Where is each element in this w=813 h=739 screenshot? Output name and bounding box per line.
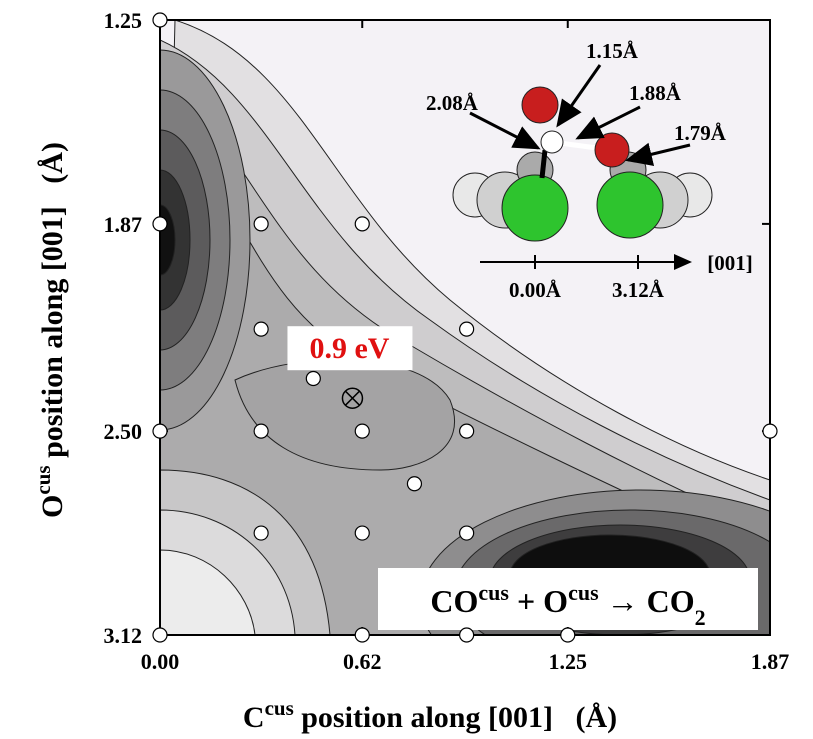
chart: 1.15Å 1.88Å 2.08Å 1.79Å [001] 0.00Å 3.12… xyxy=(0,0,813,739)
label-part: position along [001] (Å) xyxy=(294,701,617,734)
grid-point xyxy=(407,477,421,491)
x-tick-label: 1.87 xyxy=(751,649,790,674)
grid-point xyxy=(355,526,369,540)
label-part: cus xyxy=(31,465,55,494)
grid-point xyxy=(355,424,369,438)
grid-point xyxy=(254,322,268,336)
label-part: cus xyxy=(265,696,294,720)
label-part: CO xyxy=(430,583,478,619)
y-axis-label: Ocus position along [001] (Å) xyxy=(31,142,69,518)
x-tick-label: 0.00 xyxy=(141,649,180,674)
grid-point xyxy=(355,217,369,231)
label-part: → CO xyxy=(599,583,695,619)
grid-point xyxy=(460,322,474,336)
label-part: + O xyxy=(509,583,568,619)
grid-point xyxy=(153,424,167,438)
inset-tick-label: 0.00Å xyxy=(509,278,562,302)
label-part: O xyxy=(36,495,69,518)
x-tick-label: 0.62 xyxy=(343,649,382,674)
y-tick-label: 3.12 xyxy=(104,623,143,648)
grid-point xyxy=(306,371,320,385)
x-tick-label: 1.25 xyxy=(549,649,588,674)
label-part: cus xyxy=(478,580,509,605)
label-part: cus xyxy=(568,580,599,605)
y-tick-label: 2.50 xyxy=(104,419,143,444)
saddle-label: 0.9 eV xyxy=(309,332,389,365)
grid-point xyxy=(355,628,369,642)
bond-label: 1.88Å xyxy=(629,81,682,105)
y-tick-label: 1.25 xyxy=(104,8,143,33)
grid-point xyxy=(254,424,268,438)
grid-point xyxy=(460,424,474,438)
grid-point xyxy=(153,13,167,27)
bond-label: 1.79Å xyxy=(674,121,727,145)
grid-point xyxy=(561,628,575,642)
y-tick-label: 1.87 xyxy=(104,212,143,237)
grid-point xyxy=(254,526,268,540)
grid-point xyxy=(763,424,777,438)
grid-point xyxy=(153,628,167,642)
x-axis-label: Ccus position along [001] (Å) xyxy=(243,696,617,734)
label-part: C xyxy=(243,701,265,734)
grid-point xyxy=(254,217,268,231)
grid-point xyxy=(153,217,167,231)
label-part: position along [001] (Å) xyxy=(36,142,69,465)
grid-point xyxy=(460,526,474,540)
inset-axis-label: [001] xyxy=(707,251,753,275)
grid-point xyxy=(460,628,474,642)
bond-label: 2.08Å xyxy=(426,91,479,115)
inset-tick-label: 3.12Å xyxy=(612,278,665,302)
label-part: 2 xyxy=(695,605,706,630)
bond-label: 1.15Å xyxy=(586,39,639,63)
